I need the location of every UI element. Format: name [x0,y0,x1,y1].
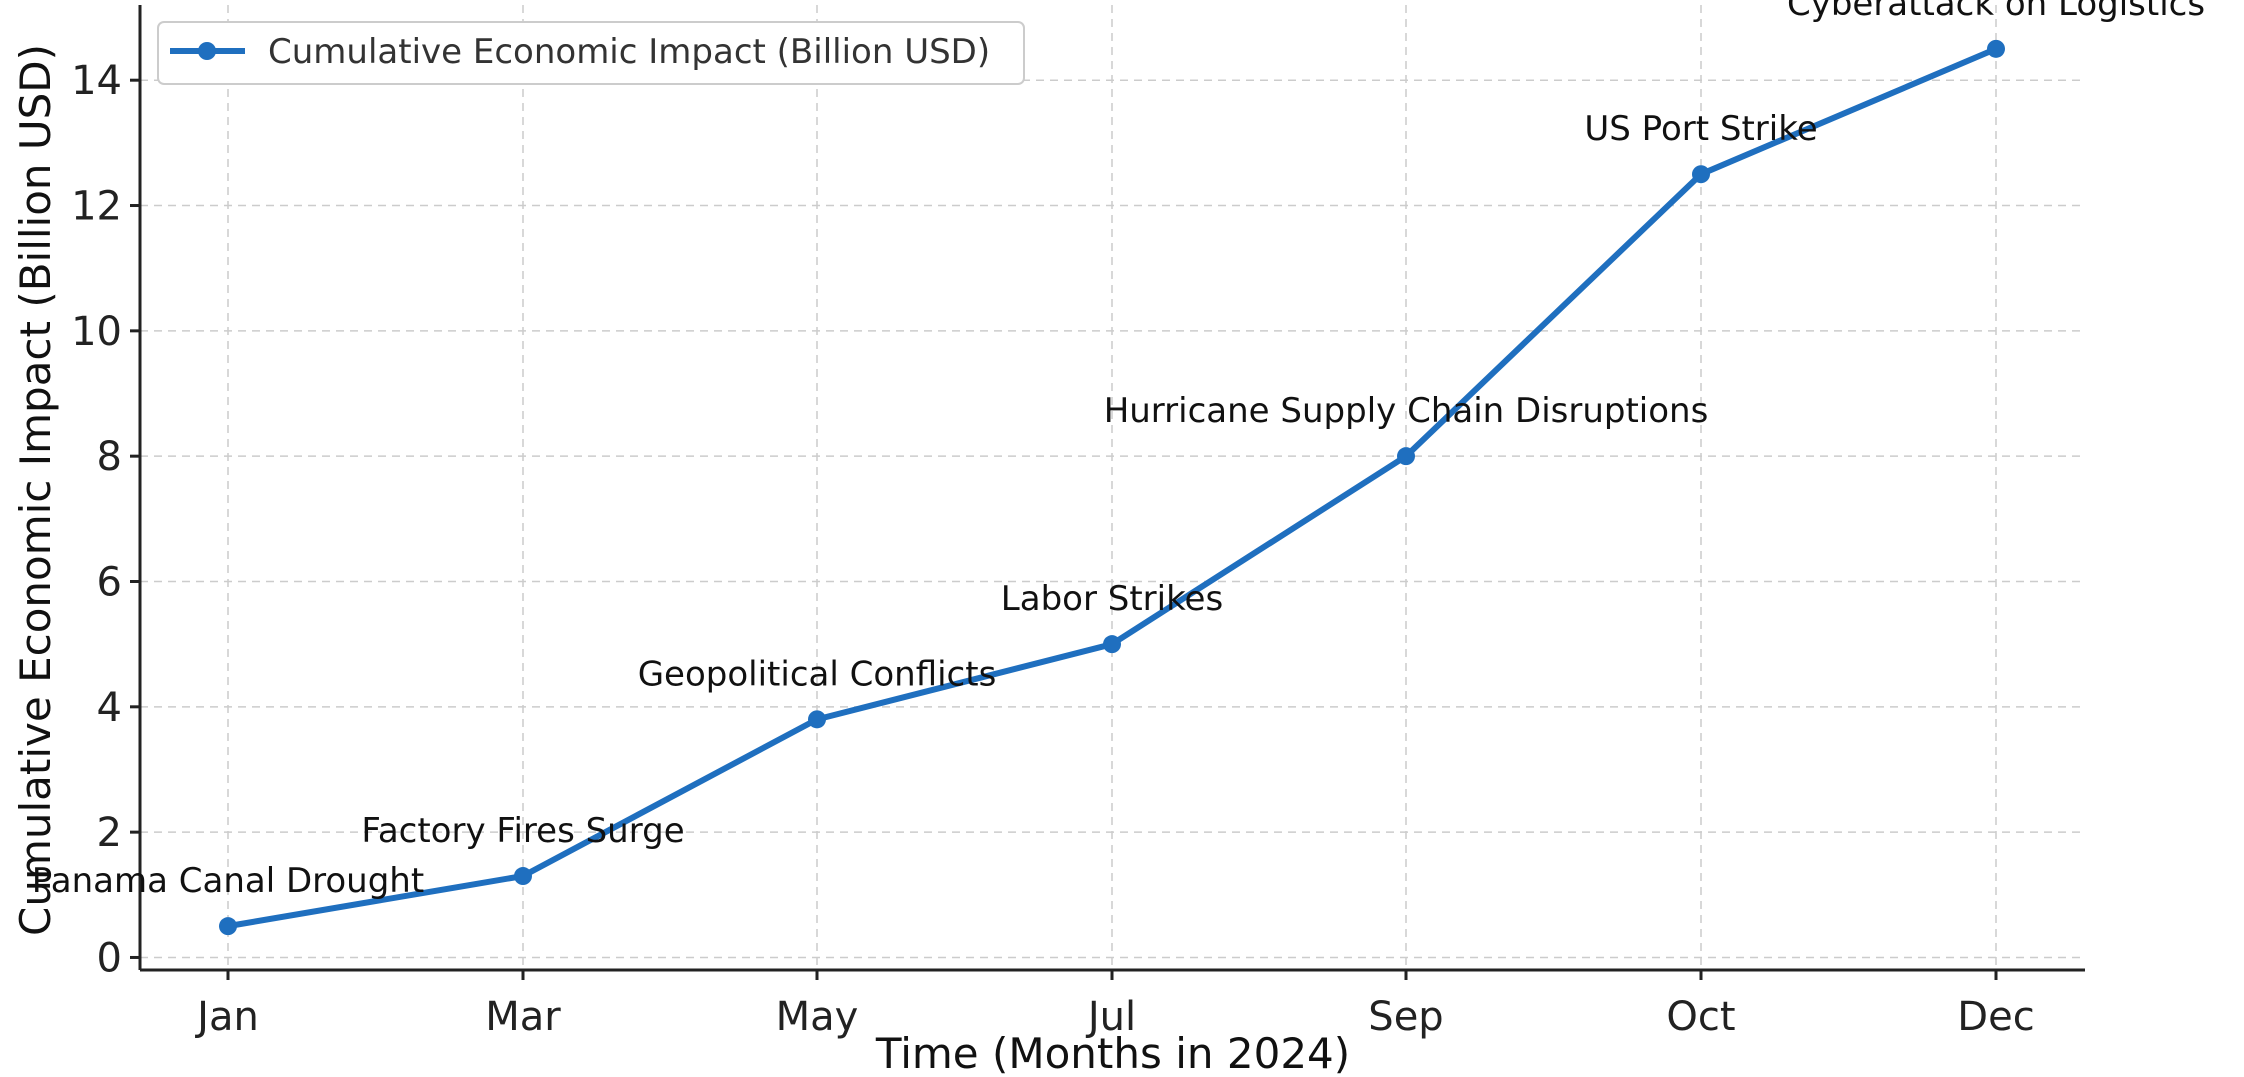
event-annotation: Geopolitical Conflicts [638,654,997,694]
x-tick-label: Jan [194,994,259,1040]
y-tick-label: 2 [97,810,122,856]
event-annotation: Factory Fires Surge [361,811,684,851]
data-point [1692,165,1710,184]
y-tick-label: 6 [97,559,122,605]
event-annotation: Panama Canal Drought [32,861,424,901]
data-point [514,867,532,886]
event-annotation: Hurricane Supply Chain Disruptions [1104,391,1709,431]
event-annotation: Labor Strikes [1001,579,1223,619]
y-tick-label: 4 [97,685,122,731]
y-tick-label: 10 [71,309,122,355]
data-point [1397,447,1415,466]
y-axis-title: Cumulative Economic Impact (Billion USD) [11,44,60,936]
series [219,39,2005,936]
data-point [1987,39,2005,58]
x-tick-label: Dec [1957,994,2034,1040]
y-tick-label: 12 [71,184,122,230]
y-ticks: 0 2 4 6 8 10 12 14 [71,58,140,981]
annotations: Panama Canal Drought Factory Fires Surge G… [32,0,2205,901]
legend: Cumulative Economic Impact (Billion USD) [157,21,1025,85]
x-tick-label: Mar [485,994,561,1040]
x-tick-label: Sep [1368,994,1443,1040]
x-tick-label: Oct [1666,994,1735,1040]
data-point [219,917,237,936]
data-point [1103,635,1121,654]
legend-box [157,21,1025,85]
y-tick-label: 14 [71,58,122,104]
x-tick-label: May [776,994,859,1040]
event-annotation: US Port Strike [1584,109,1817,149]
y-tick-label: 0 [97,935,122,981]
y-tick-label: 8 [97,434,122,480]
data-point [808,710,826,729]
legend-marker-swatch [198,42,216,60]
legend-label: Cumulative Economic Impact (Billion USD) [268,32,990,72]
grid [140,5,2085,970]
x-axis-title: Time (Months in 2024) [875,1029,1350,1077]
x-tick-label: Jul [1085,994,1136,1040]
x-ticks: Jan Mar May Jul Sep Oct Dec [194,970,2035,1040]
event-annotation: Cyberattack on Logistics [1787,0,2205,24]
